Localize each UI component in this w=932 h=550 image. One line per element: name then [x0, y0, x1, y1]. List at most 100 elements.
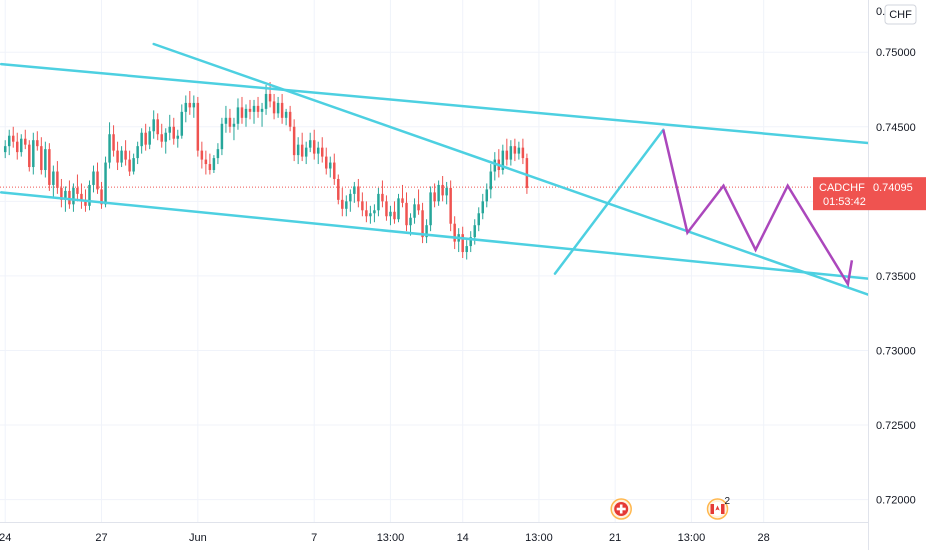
- candle: [433, 183, 436, 208]
- candle: [397, 193, 400, 223]
- candle-body: [425, 225, 428, 238]
- candle: [208, 153, 212, 175]
- canada-flag-icon[interactable]: 2: [706, 496, 731, 520]
- candle: [425, 219, 428, 244]
- candle: [441, 175, 444, 202]
- candle: [449, 180, 452, 232]
- price-tick-label: 0.73500: [876, 271, 916, 283]
- candle: [56, 161, 59, 194]
- candle: [72, 183, 75, 212]
- candle-body: [160, 134, 163, 142]
- candle: [421, 202, 424, 244]
- countdown-label: 01:53:42: [823, 196, 866, 208]
- candle: [24, 129, 27, 150]
- time-tick-label: 21: [609, 532, 621, 544]
- switzerland-flag-icon[interactable]: [610, 498, 632, 520]
- candle-body: [357, 186, 360, 202]
- candle: [272, 93, 276, 120]
- candle-body: [405, 202, 408, 226]
- candle: [188, 90, 192, 115]
- candle-body: [64, 190, 67, 200]
- currency-badge-box: [884, 4, 917, 25]
- candle: [521, 138, 525, 165]
- candle: [76, 174, 79, 202]
- candle-body: [421, 210, 424, 238]
- candle-body: [184, 102, 188, 112]
- candle-body: [44, 149, 47, 171]
- candle: [156, 113, 159, 141]
- candle-body: [397, 198, 400, 220]
- candle: [112, 125, 115, 157]
- candle: [96, 162, 99, 194]
- candle-body: [377, 193, 380, 211]
- candle-body: [40, 146, 43, 171]
- candle: [264, 85, 268, 115]
- candle-body: [96, 171, 99, 190]
- candle: [489, 164, 493, 199]
- candle: [196, 96, 200, 157]
- candle-body: [280, 102, 284, 118]
- candle-body: [92, 171, 95, 185]
- candle: [353, 181, 356, 203]
- candle-body: [284, 111, 288, 118]
- candle-body: [477, 213, 480, 226]
- candle: [28, 140, 31, 172]
- candle-body: [88, 184, 91, 206]
- candle: [168, 114, 171, 141]
- candle: [116, 141, 119, 171]
- candle-body: [292, 126, 296, 156]
- candle-body: [188, 102, 192, 108]
- time-tick-label: 28: [758, 532, 770, 544]
- candle-body: [325, 156, 328, 169]
- candle-body: [345, 201, 348, 209]
- candle: [204, 150, 208, 175]
- candle: [248, 99, 252, 120]
- candle: [52, 165, 55, 197]
- candle: [389, 205, 392, 226]
- candle: [7, 129, 11, 156]
- candle: [417, 189, 420, 215]
- candle: [316, 141, 320, 165]
- candle: [497, 149, 501, 178]
- candle: [325, 147, 328, 175]
- candle-body: [3, 146, 7, 153]
- candle-body: [429, 192, 432, 226]
- candle-body: [521, 147, 525, 159]
- candle-body: [401, 198, 404, 203]
- candle: [48, 143, 51, 191]
- time-tick-label: 13:00: [377, 532, 405, 544]
- candle-body: [304, 147, 308, 157]
- candle: [312, 129, 316, 160]
- candle: [128, 150, 131, 176]
- candle-body: [417, 204, 420, 211]
- candle: [341, 187, 344, 217]
- candle: [429, 186, 432, 232]
- rising-support-line: [553, 128, 665, 275]
- last-price-badge: CADCHF 01:53:42 0.74095: [813, 177, 926, 211]
- candle: [80, 183, 83, 209]
- candle-body: [204, 159, 208, 165]
- candle-body: [300, 144, 304, 157]
- candle-body: [144, 132, 147, 145]
- candle-body: [108, 134, 111, 163]
- candle-body: [172, 126, 176, 139]
- candle: [100, 181, 103, 209]
- candle-body: [525, 158, 529, 188]
- candle-body: [216, 149, 220, 159]
- candle: [140, 128, 143, 154]
- candle-body: [180, 111, 184, 136]
- candle-body: [469, 237, 472, 247]
- candle-body: [296, 144, 300, 156]
- candle: [224, 105, 228, 133]
- candle: [120, 146, 123, 168]
- candle-body: [329, 162, 332, 169]
- candle: [104, 156, 107, 208]
- candle: [256, 96, 260, 118]
- price-tick-label: 0.73000: [876, 345, 916, 357]
- time-tick-label: 13:00: [678, 532, 706, 544]
- candle: [513, 138, 517, 162]
- currency-badge: CHF: [884, 4, 917, 25]
- candle: [333, 153, 336, 185]
